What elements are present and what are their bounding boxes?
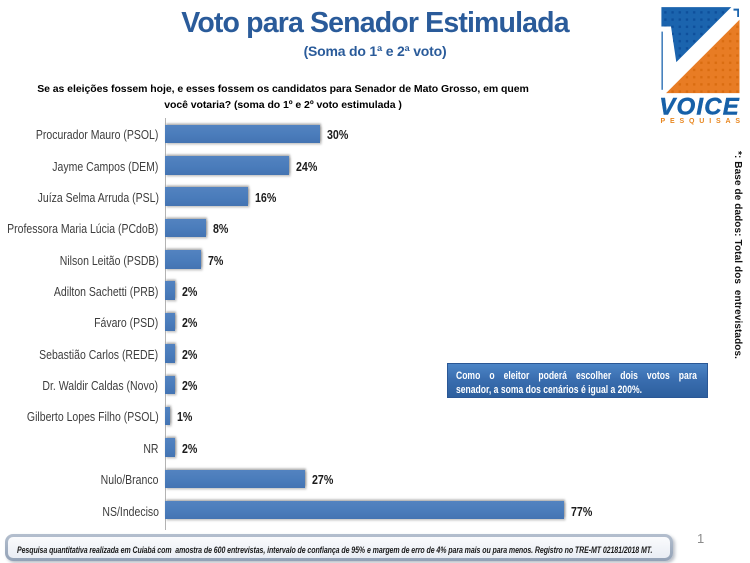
svg-text:VOICE: VOICE <box>659 94 740 121</box>
svg-text:PESQUISAS: PESQUISAS <box>660 118 745 125</box>
